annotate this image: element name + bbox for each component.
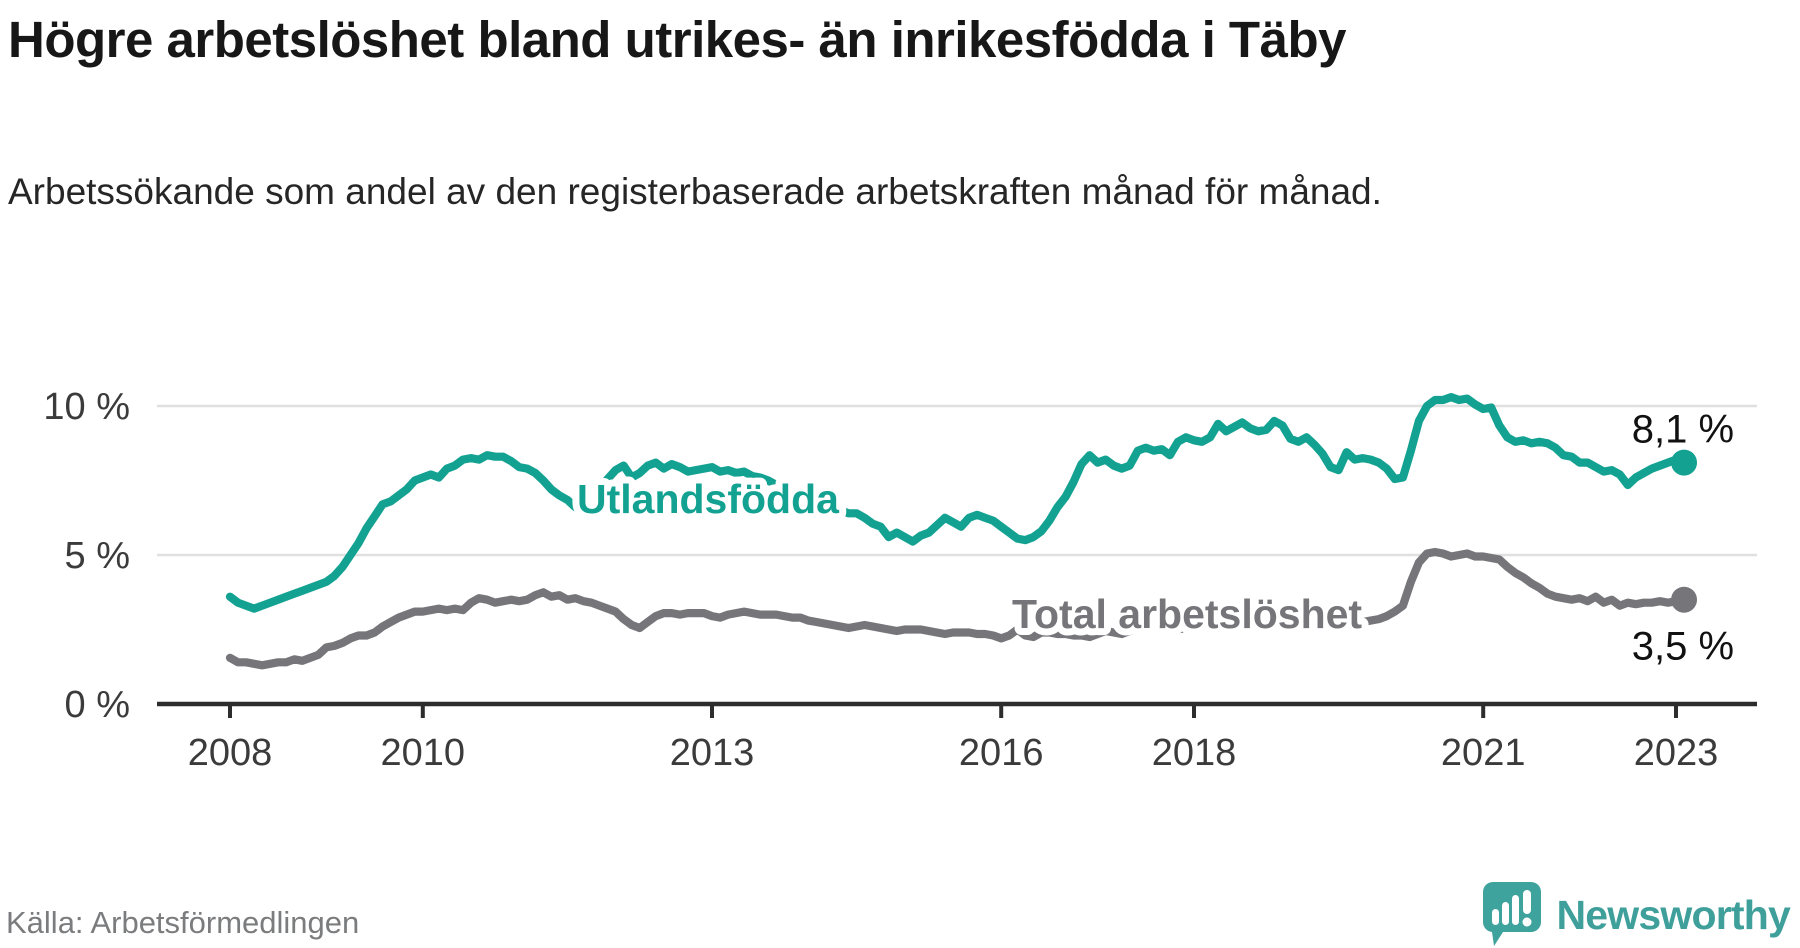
series-end-value-label: 8,1 %	[1632, 408, 1734, 452]
x-axis-tick-label: 2013	[670, 732, 755, 774]
x-axis-tick-label: 2008	[188, 732, 273, 774]
series-line-utlandsfodda	[225, 393, 1689, 613]
x-axis-tick-label: 2018	[1152, 732, 1237, 774]
x-axis-tick-label: 2021	[1441, 732, 1526, 774]
series-end-dot	[1671, 449, 1698, 476]
x-axis-tick-label: 2016	[959, 732, 1044, 774]
brand-name: Newsworthy	[1556, 891, 1791, 938]
series-label-utlandsfodda: Utlandsfödda	[577, 476, 840, 522]
series-label-total: Total arbetslöshet	[1012, 591, 1362, 637]
series-line-total	[225, 547, 1689, 670]
source-note: Källa: Arbetsförmedlingen	[6, 905, 360, 940]
x-axis-tick-label: 2023	[1634, 732, 1719, 774]
series-end-dot	[1671, 586, 1698, 613]
chart-title: Högre arbetslöshet bland utrikes- än inr…	[8, 11, 1346, 68]
y-axis-tick-label: 0 %	[65, 684, 130, 726]
newsworthy-icon	[1482, 882, 1541, 946]
series-end-value-label: 3,5 %	[1632, 625, 1734, 669]
chart-subtitle: Arbetssökande som andel av den registerb…	[8, 171, 1382, 212]
y-axis-tick-label: 5 %	[65, 535, 130, 577]
newsworthy-logo: Newsworthy	[1482, 882, 1791, 948]
x-axis-tick-label: 2010	[381, 732, 466, 774]
y-axis-tick-label: 10 %	[43, 386, 130, 428]
